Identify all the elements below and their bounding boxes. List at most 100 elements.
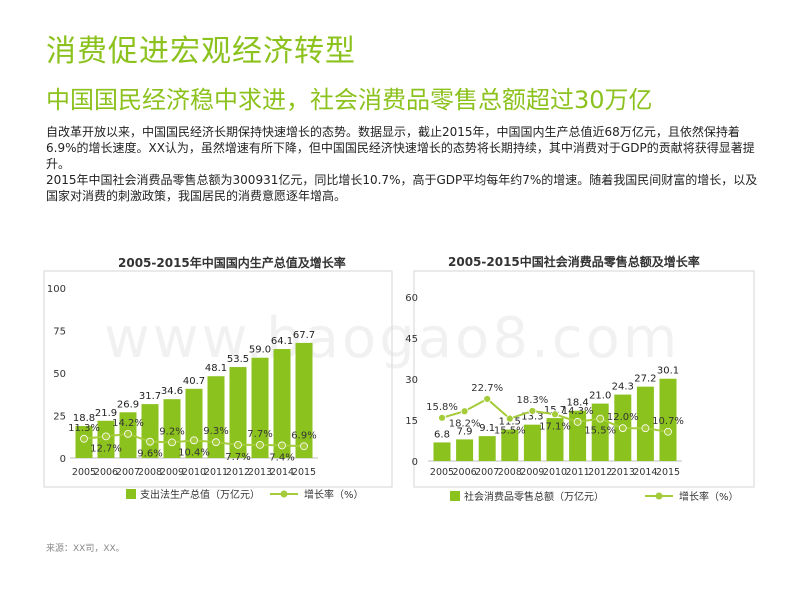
- bar-data-label: 30.1: [657, 366, 679, 377]
- bar: [295, 342, 313, 458]
- bar: [523, 424, 541, 461]
- growth-rate-point: [438, 413, 446, 422]
- page-subtitle: 中国国民经济稳中求进，社会消费品零售总额超过30万亿: [46, 86, 653, 114]
- growth-rate-point: [256, 441, 264, 449]
- growth-rate-label: 18.2%: [449, 418, 481, 429]
- legend-bar-swatch: [450, 491, 460, 501]
- legend-line-marker: [280, 490, 288, 498]
- intro-paragraph: 2015年中国社会消费品零售总额为300931亿元，同比增长10.7%，高于GD…: [46, 173, 758, 203]
- x-tick-label: 2014: [633, 467, 657, 478]
- watermark: www.baogao8.com: [104, 306, 681, 371]
- bar-data-label: 53.5: [227, 354, 249, 365]
- growth-rate-label: 15.8%: [426, 402, 458, 413]
- x-tick-label: 2008: [498, 467, 522, 478]
- x-tick-label: 2007: [475, 467, 499, 478]
- legend-bar-label: 支出法生产总值（万亿元）: [140, 488, 260, 501]
- bar-data-label: 6.8: [434, 429, 450, 440]
- growth-rate-point: [573, 418, 582, 426]
- bar-data-label: 18.8: [73, 413, 95, 424]
- y-tick-label: 60: [405, 293, 418, 304]
- growth-rate-point: [641, 424, 650, 433]
- growth-rate-label: 14.3%: [562, 406, 594, 417]
- growth-rate-label: 7.7%: [225, 452, 250, 463]
- x-tick-label: 2009: [520, 467, 544, 478]
- y-tick-label: 30: [405, 375, 418, 386]
- source-note: 来源：XX司，XX。: [46, 544, 125, 554]
- bar-data-label: 18.4: [566, 398, 588, 409]
- bar-data-label: 26.9: [117, 399, 139, 410]
- growth-rate-point: [124, 429, 132, 438]
- growth-rate-label: 18.3%: [517, 395, 549, 406]
- bar: [501, 429, 519, 461]
- growth-rate-point: [664, 427, 672, 436]
- y-tick-label: 0: [412, 457, 418, 468]
- growth-rate-label: 9.3%: [203, 426, 228, 437]
- growth-rate-label: 7.4%: [269, 452, 294, 463]
- bar: [163, 399, 181, 458]
- growth-rate-point: [618, 424, 627, 433]
- growth-rate-point: [460, 407, 469, 416]
- legend-bar-swatch: [126, 489, 136, 499]
- bar: [229, 367, 247, 458]
- growth-rate-point: [483, 395, 492, 403]
- legend-line-marker: [655, 492, 663, 500]
- growth-rate-point: [212, 438, 220, 447]
- bar-data-label: 34.6: [161, 386, 183, 397]
- growth-rate-label: 15.5%: [584, 426, 616, 437]
- x-tick-label: 2006: [453, 467, 477, 478]
- growth-rate-label: 6.9%: [291, 430, 316, 441]
- y-tick-label: 75: [53, 327, 66, 338]
- intro-text: 自改革开放以来，中国国民经济长期保持快速增长的态势。数据显示，截止2015年，中…: [46, 124, 766, 204]
- bar-data-label: 31.7: [139, 391, 161, 402]
- x-tick-label: 2015: [656, 467, 680, 478]
- bar-data-label: 27.2: [634, 374, 656, 385]
- x-tick-label: 2011: [566, 467, 590, 478]
- x-tick-label: 2005: [430, 467, 454, 478]
- bar-data-label: 13.3: [521, 412, 543, 423]
- growth-rate-label: 9.6%: [137, 449, 162, 460]
- y-tick-label: 100: [47, 284, 66, 295]
- x-tick-label: 2015: [292, 467, 316, 478]
- bar: [569, 410, 587, 461]
- growth-rate-label: 7.7%: [247, 429, 272, 440]
- bar: [478, 436, 496, 461]
- x-tick-label: 2012: [588, 467, 612, 478]
- growth-rate-point: [278, 441, 286, 450]
- legend-line-label: 增长率（%）: [304, 488, 364, 501]
- bar: [433, 442, 451, 461]
- y-tick-label: 15: [405, 416, 418, 427]
- bar-data-label: 67.7: [293, 330, 315, 341]
- bar-data-label: 59.0: [249, 345, 271, 356]
- bar-data-label: 7.9: [457, 426, 473, 437]
- growth-rate-label: 12.0%: [607, 412, 639, 423]
- x-tick-label: 2007: [116, 467, 140, 478]
- x-tick-label: 2010: [543, 467, 567, 478]
- x-tick-label: 2006: [94, 467, 118, 478]
- growth-rate-point: [102, 432, 110, 441]
- bar: [207, 376, 225, 458]
- growth-rate-label: 9.2%: [159, 426, 184, 437]
- x-tick-label: 2012: [226, 467, 250, 478]
- growth-rate-label: 10.4%: [178, 447, 210, 458]
- growth-rate-point: [551, 410, 559, 419]
- page-title: 消费促进宏观经济转型: [46, 34, 356, 69]
- bar: [591, 403, 609, 461]
- gdp-chart-title: 2005-2015年中国国内生产总值及增长率: [118, 256, 346, 270]
- bar-data-label: 40.7: [183, 376, 205, 387]
- growth-rate-point: [190, 436, 198, 445]
- growth-rate-label: 22.7%: [471, 383, 503, 394]
- growth-rate-point: [528, 407, 537, 415]
- bar-data-label: 9.1: [479, 423, 495, 434]
- growth-rate-label: 14.2%: [112, 418, 144, 429]
- bar: [659, 378, 677, 461]
- bar: [546, 418, 564, 461]
- bar: [636, 386, 654, 461]
- growth-rate-point: [300, 442, 308, 451]
- x-tick-label: 2011: [204, 467, 228, 478]
- y-tick-label: 50: [53, 369, 66, 380]
- x-tick-label: 2005: [72, 467, 96, 478]
- x-tick-label: 2013: [248, 467, 272, 478]
- growth-rate-label: 11.3%: [68, 423, 100, 434]
- bar-data-label: 21.0: [589, 391, 611, 402]
